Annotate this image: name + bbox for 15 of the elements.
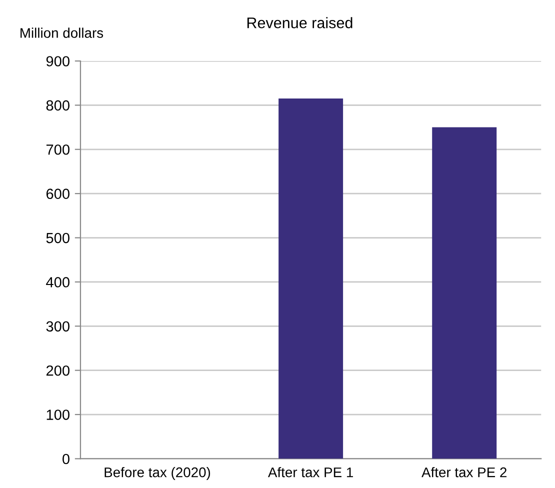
y-tick-label: 100 (46, 410, 70, 420)
y-tick-label: 700 (46, 144, 70, 155)
y-tick-label: 200 (46, 365, 70, 376)
y-tick-label: 600 (46, 188, 70, 199)
y-tick-label: 500 (46, 232, 70, 244)
x-tick-label: After tax PE 1 (268, 467, 353, 478)
x-tick-label: After tax PE 2 (422, 467, 506, 478)
y-axis-title: Million dollars (20, 28, 104, 38)
y-tick-label: 900 (46, 56, 70, 66)
y-tick-label: 400 (46, 277, 70, 288)
y-tick-label: 0 (62, 454, 70, 464)
chart-title: Revenue raised (247, 17, 352, 28)
y-tick-label: 300 (46, 321, 70, 332)
y-tick-label: 800 (46, 100, 70, 111)
x-tick-label: Before tax (2020) (104, 467, 210, 480)
